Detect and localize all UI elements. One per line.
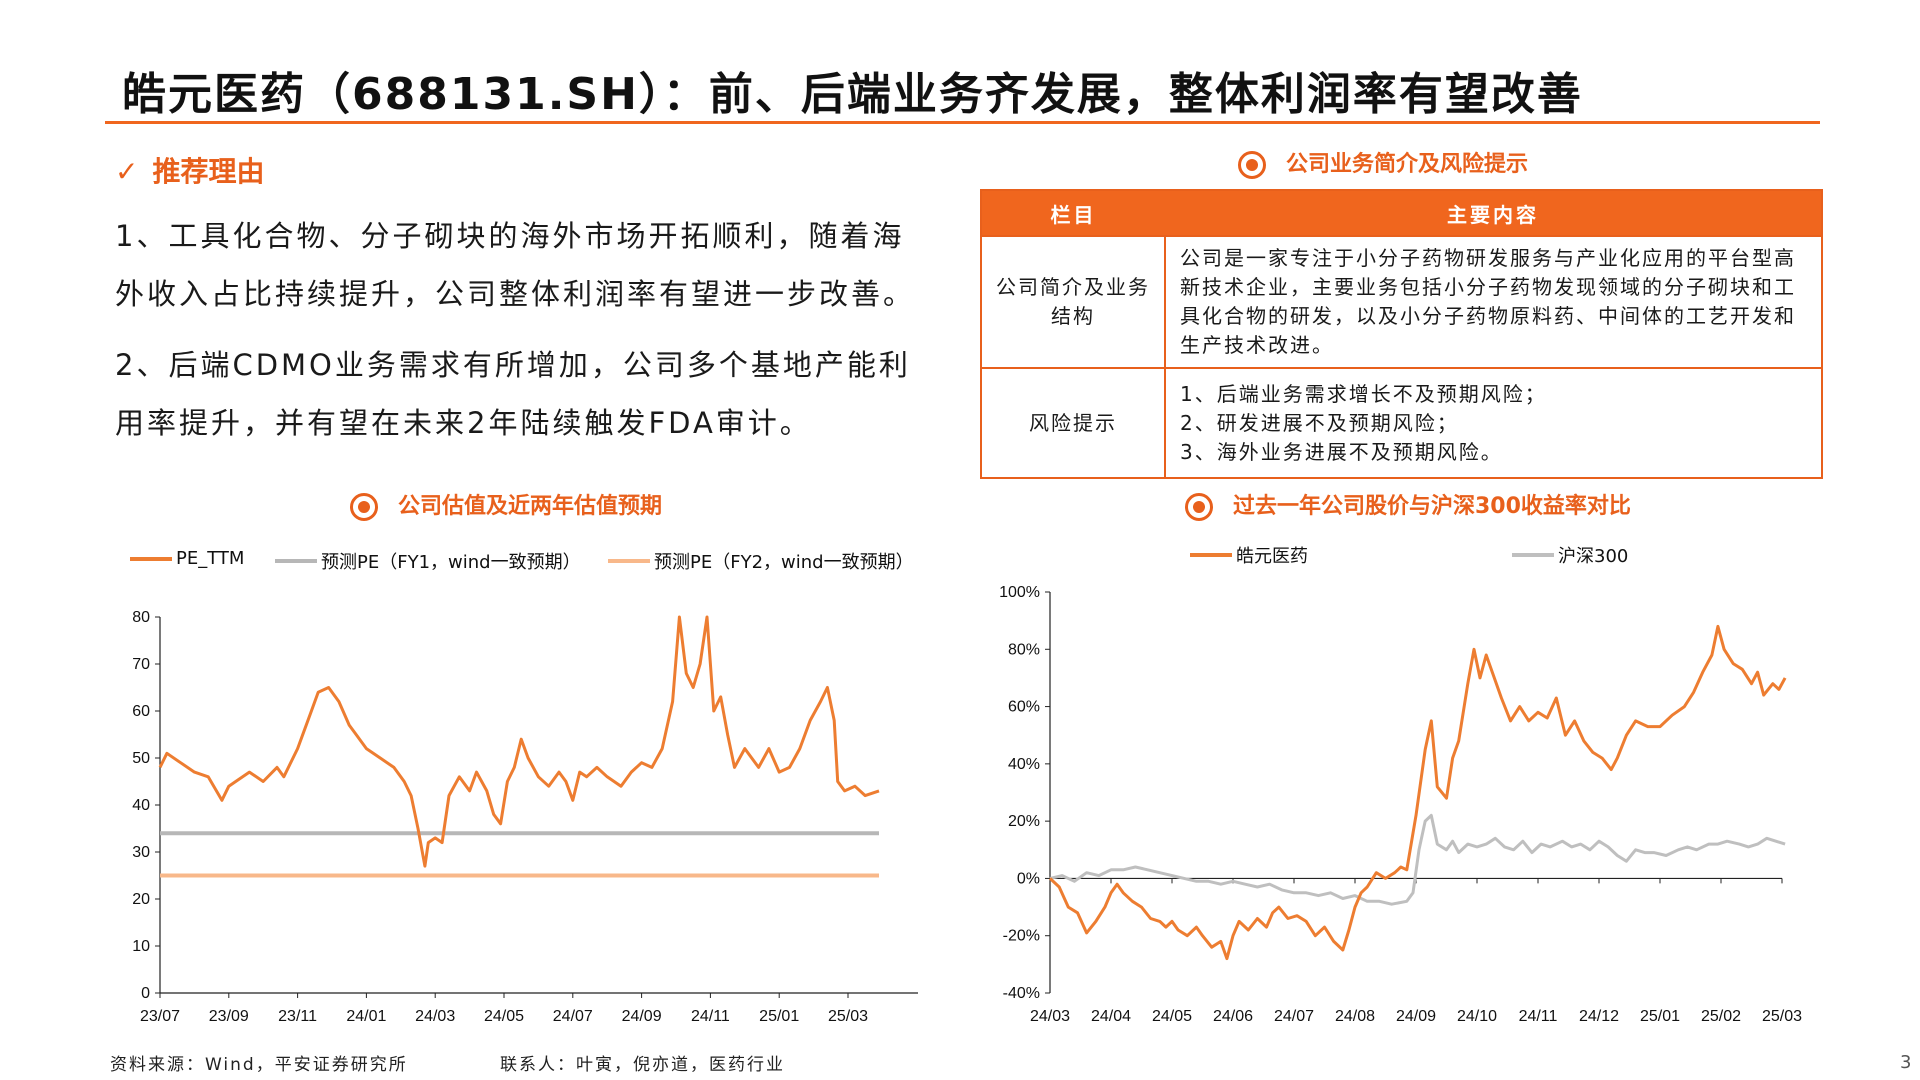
x-tick-label: 24/01 <box>346 1008 386 1025</box>
info-table-content-risk: 1、后端业务需求增长不及预期风险； 2、研发进展不及预期风险； 3、海外业务进展… <box>1164 367 1823 479</box>
info-table-label-risk: 风险提示 <box>980 367 1166 479</box>
info-table-content-profile: 公司是一家专注于小分子药物研发服务与产业化应用的平台型高新技术企业，主要业务包括… <box>1164 235 1823 369</box>
legend-item: 预测PE（FY2，wind一致预期） <box>608 548 914 574</box>
x-tick-label: 24/05 <box>1152 1008 1192 1025</box>
legend-item: 预测PE（FY1，wind一致预期） <box>275 548 581 574</box>
legend-swatch <box>130 556 172 561</box>
x-tick-label: 24/12 <box>1579 1008 1619 1025</box>
recommend-heading-text: 推荐理由 <box>152 155 265 188</box>
info-table-header-item: 栏目 <box>981 190 1165 236</box>
series-line <box>158 615 880 868</box>
recommend-point-2: 2、后端CDMO业务需求有所增加，公司多个基地产能利用率提升，并有望在未来2年陆… <box>115 348 911 440</box>
info-table-header-content: 主要内容 <box>1165 190 1822 236</box>
x-tick-label: 23/09 <box>209 1008 249 1025</box>
info-table-label-profile: 公司简介及业务结构 <box>980 235 1166 369</box>
legend-label: 预测PE（FY1，wind一致预期） <box>321 552 581 573</box>
page-title: 皓元医药（688131.SH）：前、后端业务齐发展，整体利润率有望改善 <box>122 69 1583 120</box>
legend-label: 皓元医药 <box>1236 546 1308 567</box>
legend-label: 沪深300 <box>1558 546 1629 567</box>
legend-item: 沪深300 <box>1512 542 1628 568</box>
x-tick-label: 24/04 <box>1091 1008 1131 1025</box>
y-tick-label: 30 <box>132 844 150 861</box>
y-tick-label: 60% <box>1008 699 1040 716</box>
recommend-heading: ✓ 推荐理由 <box>115 150 264 190</box>
series-line <box>1049 813 1786 906</box>
x-tick-label: 24/11 <box>1519 1008 1558 1025</box>
y-tick-label: 80% <box>1008 641 1040 658</box>
info-table-title: 公司业务简介及风险提示 <box>1238 146 1528 179</box>
right-chart-title: 过去一年公司股价与沪深300收益率对比 <box>1185 488 1631 521</box>
x-tick-label: 24/03 <box>415 1008 455 1025</box>
legend-item: 皓元医药 <box>1190 542 1308 568</box>
legend-label: 预测PE（FY2，wind一致预期） <box>654 552 914 573</box>
title-divider <box>105 121 1820 124</box>
legend-label: PE_TTM <box>176 548 245 569</box>
left-chart-title: 公司估值及近两年估值预期 <box>350 488 662 521</box>
legend-swatch <box>608 559 650 563</box>
x-tick-label: 25/02 <box>1701 1008 1741 1025</box>
x-tick-label: 24/09 <box>622 1008 662 1025</box>
x-tick-label: 25/03 <box>828 1008 868 1025</box>
y-tick-label: 70 <box>132 656 150 673</box>
y-tick-label: 0 <box>141 985 150 1002</box>
right-chart-title-text: 过去一年公司股价与沪深300收益率对比 <box>1233 494 1631 519</box>
risk-line: 3、海外业务进展不及预期风险。 <box>1180 439 1503 464</box>
x-tick-label: 24/07 <box>1274 1008 1314 1025</box>
recommend-point-1: 1、工具化合物、分子砌块的海外市场开拓顺利，随着海外收入占比持续提升，公司整体利… <box>115 219 916 311</box>
x-tick-label: 23/11 <box>278 1008 317 1025</box>
x-tick-label: 24/03 <box>1030 1008 1070 1025</box>
left-chart-title-text: 公司估值及近两年估值预期 <box>398 494 663 519</box>
y-tick-label: 100% <box>999 584 1040 601</box>
left-chart-legend: PE_TTM 预测PE（FY1，wind一致预期） 预测PE（FY2，wind一… <box>130 548 930 574</box>
legend-swatch <box>275 559 317 563</box>
y-tick-label: 60 <box>132 703 150 720</box>
risk-line: 2、研发进展不及预期风险； <box>1180 410 1459 435</box>
target-icon <box>1238 151 1266 179</box>
x-tick-label: 24/07 <box>553 1008 593 1025</box>
legend-item: PE_TTM <box>130 548 244 569</box>
info-table: 栏目 主要内容 公司简介及业务结构 公司是一家专注于小分子药物研发服务与产业化应… <box>980 189 1823 479</box>
y-tick-label: 40% <box>1008 756 1040 773</box>
x-tick-label: 24/05 <box>484 1008 524 1025</box>
target-icon <box>1185 493 1213 521</box>
pe-valuation-chart: 0 10 20 30 40 50 60 70 80 23/07 23/09 23/11 24/01 24/… <box>132 609 918 1025</box>
x-tick-label: 24/06 <box>1213 1008 1253 1025</box>
y-tick-label: 50 <box>132 750 150 767</box>
y-tick-label: -40% <box>1003 985 1040 1002</box>
footer-source: 资料来源：Wind，平安证券研究所 <box>110 1055 408 1075</box>
return-comparison-chart: 100% 80% 60% 40% 20% 0% -20% -40% 24/03 24/04 24/0… <box>999 584 1802 1025</box>
y-tick-label: 20% <box>1008 813 1040 830</box>
x-tick-label: 24/08 <box>1335 1008 1375 1025</box>
info-table-title-text: 公司业务简介及风险提示 <box>1286 152 1529 177</box>
risk-line: 1、后端业务需求增长不及预期风险； <box>1180 381 1547 406</box>
target-icon <box>350 493 378 521</box>
x-tick-label: 25/03 <box>1762 1008 1802 1025</box>
y-tick-label: 0% <box>1017 870 1040 887</box>
x-tick-label: 25/01 <box>1640 1008 1680 1025</box>
x-tick-label: 24/10 <box>1457 1008 1497 1025</box>
footer-contact: 联系人：叶寅，倪亦道，医药行业 <box>500 1055 785 1075</box>
x-tick-label: 24/09 <box>1396 1008 1436 1025</box>
series-line <box>1048 624 1787 961</box>
right-chart-legend: 皓元医药 沪深300 <box>1190 542 1690 568</box>
x-tick-label: 25/01 <box>759 1008 799 1025</box>
x-tick-label: 23/07 <box>140 1008 180 1025</box>
y-tick-label: 10 <box>132 938 150 955</box>
y-tick-label: 20 <box>132 891 150 908</box>
y-tick-label: 80 <box>132 609 150 626</box>
y-tick-label: 40 <box>132 797 150 814</box>
y-tick-label: -20% <box>1003 928 1040 945</box>
legend-swatch <box>1512 553 1554 557</box>
legend-swatch <box>1190 553 1232 557</box>
x-tick-label: 24/11 <box>691 1008 730 1025</box>
check-icon: ✓ <box>115 155 139 188</box>
page-number: 3 <box>1900 1052 1912 1073</box>
